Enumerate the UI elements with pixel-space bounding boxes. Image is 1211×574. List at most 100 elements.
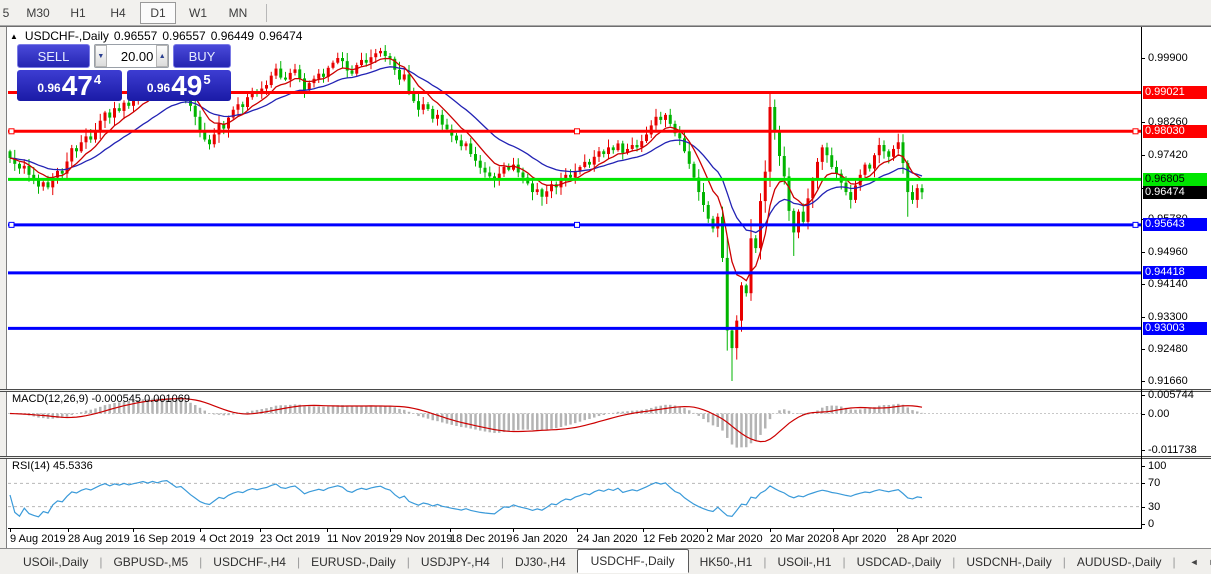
date-tick [643,529,644,532]
date-label: 23 Oct 2019 [260,533,320,545]
chart-tab-usdchf-h4[interactable]: USDCHF-,H4 [213,554,286,569]
chart-tab-usdcad-daily[interactable]: USDCAD-,Daily [856,554,942,569]
ask-big-digits: 49 [171,70,203,101]
pane-separator[interactable] [0,456,1211,459]
bid-price-display[interactable]: 0.96 47 4 [17,70,122,101]
timeframe-button-MN[interactable]: MN [228,5,248,20]
date-label: 29 Nov 2019 [390,533,453,545]
chart-tab-usdchf-daily[interactable]: USDCHF-,Daily [576,548,689,573]
macd-label: MACD(12,26,9) -0.000545 0.001069 [12,393,190,405]
volume-decrease-button[interactable]: ▼ [95,45,107,67]
date-tick [133,529,134,532]
chart-tab-usoil-daily[interactable]: USOil-,Daily [23,554,89,569]
rsi-line [9,479,923,518]
date-tick [10,529,11,532]
bid-pip-digit: 4 [93,72,102,87]
price-badge-0.99021: 0.99021 [1143,86,1207,99]
tab-separator: | [952,554,956,569]
chart-tab-audusd-daily[interactable]: AUDUSD-,Daily [1076,554,1162,569]
timeframe-button-M30[interactable]: M30 [26,5,50,20]
axis-tick [1141,349,1145,350]
chart-tab-usoil-h1[interactable]: USOil-,H1 [777,554,832,569]
axis-tick [1141,483,1145,484]
chart-tab-dj30-h4[interactable]: DJ30-,H4 [514,554,566,569]
timeframe-button-H4[interactable]: H4 [110,5,126,20]
axis-tick [1141,450,1145,451]
hline-handle[interactable] [574,221,580,228]
axis-tick [1141,155,1145,156]
buy-button[interactable]: BUY [173,44,231,68]
volume-stepper: ▼ ▲ [94,44,169,68]
candles [8,45,924,381]
tab-separator: | [296,554,301,569]
volume-increase-button[interactable]: ▲ [156,45,168,67]
axis-tick-label: 0 [1148,518,1155,530]
tab-separator: | [99,554,103,569]
timeframe-button-H1[interactable]: H1 [70,5,86,20]
hline-handle[interactable] [574,128,580,135]
tab-separator: | [763,554,767,569]
chart-window-left-border [0,27,7,548]
axis-tick-label: 0.94960 [1148,246,1188,258]
hline-handle[interactable] [1132,221,1139,228]
axis-tick [1141,284,1145,285]
chart-window-top-border [0,26,1211,27]
date-label: 12 Feb 2020 [643,533,705,545]
timeframe-button-D1[interactable]: D1 [140,1,176,24]
chart-tab-hk50-h1[interactable]: HK50-,H1 [699,554,753,569]
chart-close: 0.96474 [259,29,303,43]
date-tick [707,529,708,532]
collapse-panel-icon[interactable]: ▲ [10,31,18,41]
axis-tick-label: 100 [1148,460,1167,472]
chart-open: 0.96557 [113,29,158,43]
tab-separator: | [842,554,846,569]
date-tick [390,529,391,532]
axis-tick-label: 0.93300 [1148,311,1188,323]
date-label: 20 Mar 2020 [770,533,832,545]
horizontal-lines [8,90,1141,330]
hline-handle[interactable] [8,128,15,135]
date-label: 28 Apr 2020 [897,533,957,545]
date-tick [897,529,898,532]
ask-price-display[interactable]: 0.96 49 5 [126,70,231,101]
date-label: 28 Aug 2019 [68,533,130,545]
axis-tick-label: 0.94140 [1148,278,1188,290]
axis-tick [1141,414,1145,415]
tab-separator: | [199,554,203,569]
axis-tick [1141,252,1145,253]
pane-separator[interactable] [0,389,1211,392]
axis-tick-label: 0.92480 [1148,343,1188,355]
timeframe-button-5[interactable]: 5 [2,5,10,20]
timeframe-button-W1[interactable]: W1 [189,5,207,20]
chart-tab-usdjpy-h4[interactable]: USDJPY-,H4 [420,554,490,569]
hline-handle[interactable] [1132,128,1139,135]
volume-input[interactable] [106,45,157,67]
axis-tick-label: 0.91660 [1148,375,1188,387]
rsi-label: RSI(14) 45.5336 [12,460,93,472]
date-label: 9 Aug 2019 [10,533,66,545]
tab-separator: | [1172,554,1176,569]
tab-separator: | [500,554,504,569]
macd-canvas [8,397,1141,448]
scroll-right-icon[interactable]: ► [1209,557,1211,567]
date-tick [577,529,578,532]
chart-tab-bar: USOil-,Daily | GBPUSD-,M5 | USDCHF-,H4 | EURUS… [0,548,1211,574]
axis-tick-label: 70 [1148,477,1161,489]
tab-separator: | [406,554,410,569]
date-label: 8 Apr 2020 [833,533,887,545]
scroll-left-icon[interactable]: ◄ [1189,556,1199,567]
date-tick [260,529,261,532]
axis-tick-label: 0.005744 [1148,389,1194,401]
chart-tab-gbpusd-m5[interactable]: GBPUSD-,M5 [113,554,189,569]
date-label: 16 Sep 2019 [133,533,196,545]
one-click-trading-panel: SELL ▼ ▲ BUY 0.96 47 4 0.96 49 5 [17,44,231,101]
axis-tick-label: 0.99900 [1148,52,1188,64]
price-badge-0.96474: 0.96474 [1143,186,1207,199]
date-label: 18 Dec 2019 [450,533,513,545]
sell-button[interactable]: SELL [17,44,90,68]
tab-separator: | [1062,554,1066,569]
hline-handle[interactable] [8,221,15,228]
chart-tab-usdcnh-daily[interactable]: USDCNH-,Daily [966,554,1052,569]
chart-tab-eurusd-daily[interactable]: EURUSD-,Daily [311,554,396,569]
